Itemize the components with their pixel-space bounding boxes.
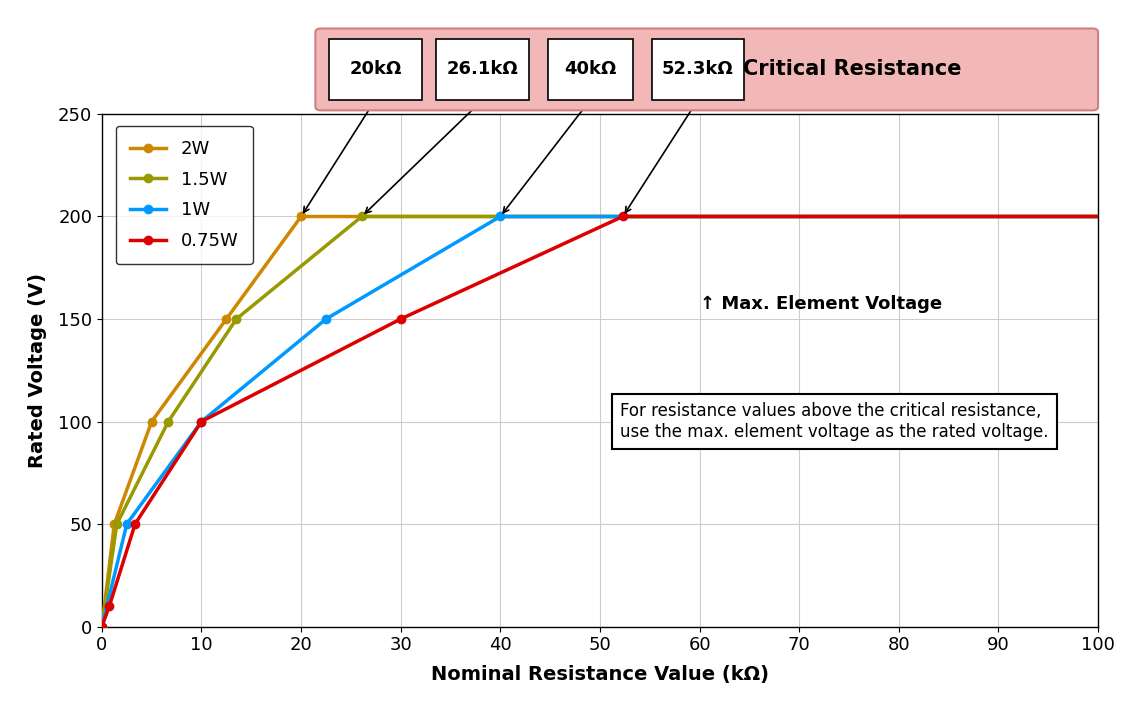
Line: 1.5W: 1.5W <box>97 212 366 631</box>
1W <box>494 212 507 221</box>
2W <box>108 520 121 528</box>
0.75W <box>103 602 117 610</box>
X-axis label: Nominal Resistance Value (kΩ): Nominal Resistance Value (kΩ) <box>431 666 769 684</box>
Line: 1W: 1W <box>97 212 505 631</box>
1.5W <box>95 622 109 631</box>
2W <box>145 417 158 426</box>
2W <box>220 315 233 323</box>
Text: 52.3kΩ: 52.3kΩ <box>662 61 734 78</box>
Text: 20kΩ: 20kΩ <box>349 61 402 78</box>
Text: 26.1kΩ: 26.1kΩ <box>447 61 518 78</box>
Y-axis label: Rated Voltage (V): Rated Voltage (V) <box>28 273 46 468</box>
1W <box>319 315 333 323</box>
1W <box>195 417 208 426</box>
Line: 2W: 2W <box>97 212 306 631</box>
0.75W <box>95 622 109 631</box>
Legend: 2W, 1.5W, 1W, 0.75W: 2W, 1.5W, 1W, 0.75W <box>115 125 254 264</box>
0.75W <box>394 315 408 323</box>
Line: 0.75W: 0.75W <box>97 212 627 631</box>
1W <box>95 622 109 631</box>
0.75W <box>128 520 142 528</box>
Text: For resistance values above the critical resistance,
use the max. element voltag: For resistance values above the critical… <box>620 402 1048 441</box>
2W <box>294 212 308 221</box>
Text: 40kΩ: 40kΩ <box>564 61 617 78</box>
0.75W <box>195 417 208 426</box>
2W <box>95 622 109 631</box>
1W <box>120 520 134 528</box>
0.75W <box>616 212 629 221</box>
1.5W <box>110 520 123 528</box>
1.5W <box>355 212 369 221</box>
1.5W <box>230 315 243 323</box>
Text: ↑ Max. Element Voltage: ↑ Max. Element Voltage <box>700 295 942 313</box>
1.5W <box>162 417 175 426</box>
Text: Critical Resistance: Critical Resistance <box>743 59 961 80</box>
